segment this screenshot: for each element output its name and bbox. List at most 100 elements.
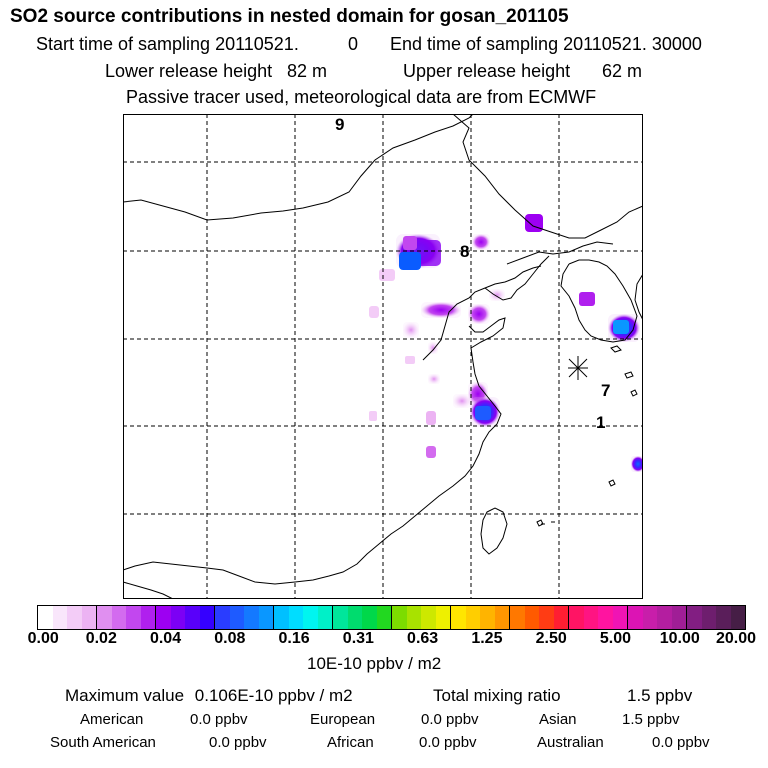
- sampling-times: Start time of sampling 20110521. 0 End t…: [36, 34, 736, 56]
- day-label-1: 1: [596, 413, 605, 432]
- total-mixing-value: 1.5 ppbv: [627, 686, 693, 705]
- plume-bohai-east: [489, 289, 505, 301]
- color-scale-cell: [392, 606, 407, 629]
- color-scale-tick-label: 0.63: [407, 630, 439, 647]
- color-scale-cell: [435, 606, 451, 629]
- color-scale-cell: [406, 606, 421, 629]
- color-scale-cell: [451, 606, 466, 629]
- color-scale-cell: [510, 606, 525, 629]
- coast-taiwan: [480, 507, 508, 555]
- color-scale-cell: [111, 606, 126, 629]
- color-scale-cell: [170, 606, 185, 629]
- color-scale-cell: [687, 606, 702, 629]
- color-scale-cell: [38, 606, 53, 629]
- plume-bohai: [468, 304, 490, 324]
- coast-islands-a: [624, 371, 634, 379]
- color-scale-tick-label: 10.00: [659, 630, 700, 647]
- color-scale-cell: [140, 606, 156, 629]
- coast-islands-d: [536, 519, 544, 527]
- region-american-value: 0.0 ppbv: [190, 711, 248, 728]
- color-scale-cell: [303, 606, 318, 629]
- lower-release-label: Lower release height: [105, 61, 273, 81]
- lower-release-value: 82 m: [287, 61, 328, 81]
- release-heights: Lower release height 82 m Upper release …: [105, 61, 705, 83]
- color-scale-cell: [598, 606, 613, 629]
- max-value-label: Maximum value: [65, 686, 185, 705]
- color-scale-tick-label: 0.31: [342, 630, 374, 647]
- region-australian-value: 0.0 ppbv: [652, 734, 710, 751]
- plume-shandong: [421, 302, 461, 318]
- color-scale-cell: [421, 606, 436, 629]
- plume-beijing-core: [399, 252, 421, 270]
- release-site-asterisk: [568, 356, 588, 380]
- plume-south-speck: [426, 446, 436, 458]
- color-scale-cell: [465, 606, 480, 629]
- upper-release-label: Upper release height: [403, 61, 571, 81]
- color-scale-cell: [569, 606, 584, 629]
- color-scale-bar: [37, 605, 746, 630]
- plume-northeast: [472, 234, 490, 250]
- plume-central-speck: [426, 411, 436, 425]
- plume-korea-east: [579, 292, 595, 306]
- color-scale-tick-label: 2.50: [535, 630, 567, 647]
- border-north: [452, 114, 643, 239]
- color-scale-cell: [67, 606, 82, 629]
- color-scale-cell: [244, 606, 259, 629]
- coast-east-china: [123, 347, 502, 585]
- region-south-american-value: 0.0 ppbv: [209, 734, 267, 751]
- color-scale-cell: [274, 606, 289, 629]
- plume-north: [525, 214, 543, 232]
- color-scale-cell: [612, 606, 628, 629]
- coast-islands-b: [630, 389, 638, 397]
- coast-korea-west: [560, 259, 638, 343]
- plume-anhui: [428, 374, 440, 384]
- region-asian-value: 1.5 ppbv: [622, 711, 680, 728]
- plume-northwest-b: [369, 306, 379, 318]
- concentration-field: [369, 214, 643, 472]
- region-european-value: 0.0 ppbv: [421, 711, 479, 728]
- region-african-value: 0.0 ppbv: [419, 734, 477, 751]
- map-panel: 9 8 7 1: [123, 114, 643, 599]
- color-scale-cell: [317, 606, 333, 629]
- color-scale-tick-label: 0.16: [278, 630, 310, 647]
- day-label-8: 8: [460, 242, 469, 261]
- color-scale-cell: [657, 606, 672, 629]
- plume-jiangsu: [453, 394, 471, 408]
- color-scale-tick-label: 0.00: [27, 630, 59, 647]
- tracer-note: Passive tracer used, meteorological data…: [126, 87, 597, 107]
- plume-east-edge: [631, 456, 643, 472]
- color-scale-cell: [553, 606, 569, 629]
- region-south-american-name: South American: [50, 734, 156, 751]
- color-scale-cell: [671, 606, 687, 629]
- color-scale-cell: [185, 606, 200, 629]
- total-mixing-line: Total mixing ratio: [433, 686, 561, 706]
- border-korea-north: [506, 241, 614, 265]
- start-time-label: Start time of sampling 20110521.: [36, 34, 299, 54]
- upper-release-value: 62 m: [602, 61, 643, 81]
- color-scale-cell: [583, 606, 598, 629]
- border-mongolia: [123, 114, 474, 221]
- region-european-name: European: [310, 711, 376, 728]
- color-scale-cell: [199, 606, 215, 629]
- color-scale-cell: [258, 606, 274, 629]
- color-scale-cell: [347, 606, 362, 629]
- plume-shanghai-core: [475, 406, 491, 420]
- page-title: SO2 source contributions in nested domai…: [10, 6, 569, 27]
- color-scale-tick-label: 20.00: [715, 630, 757, 647]
- color-scale-cell: [730, 606, 745, 629]
- graticule: [123, 114, 643, 599]
- color-scale-cell: [81, 606, 97, 629]
- color-scale-tick-label: 0.02: [85, 630, 117, 647]
- region-australian-name: Australian: [537, 734, 604, 751]
- color-scale-cell: [288, 606, 303, 629]
- coast-islands-c: [608, 479, 616, 487]
- max-value: 0.106E-10 ppbv / m2: [194, 686, 353, 705]
- coast-bohai-mainland: [422, 265, 542, 361]
- color-scale-tick-label: 1.25: [471, 630, 503, 647]
- color-scale-unit: 10E-10 ppbv / m2: [307, 654, 442, 673]
- color-scale-cell: [539, 606, 554, 629]
- color-scale-cell: [97, 606, 112, 629]
- color-scale-cell: [333, 606, 348, 629]
- color-scale-cell: [480, 606, 495, 629]
- color-scale-cell: [642, 606, 657, 629]
